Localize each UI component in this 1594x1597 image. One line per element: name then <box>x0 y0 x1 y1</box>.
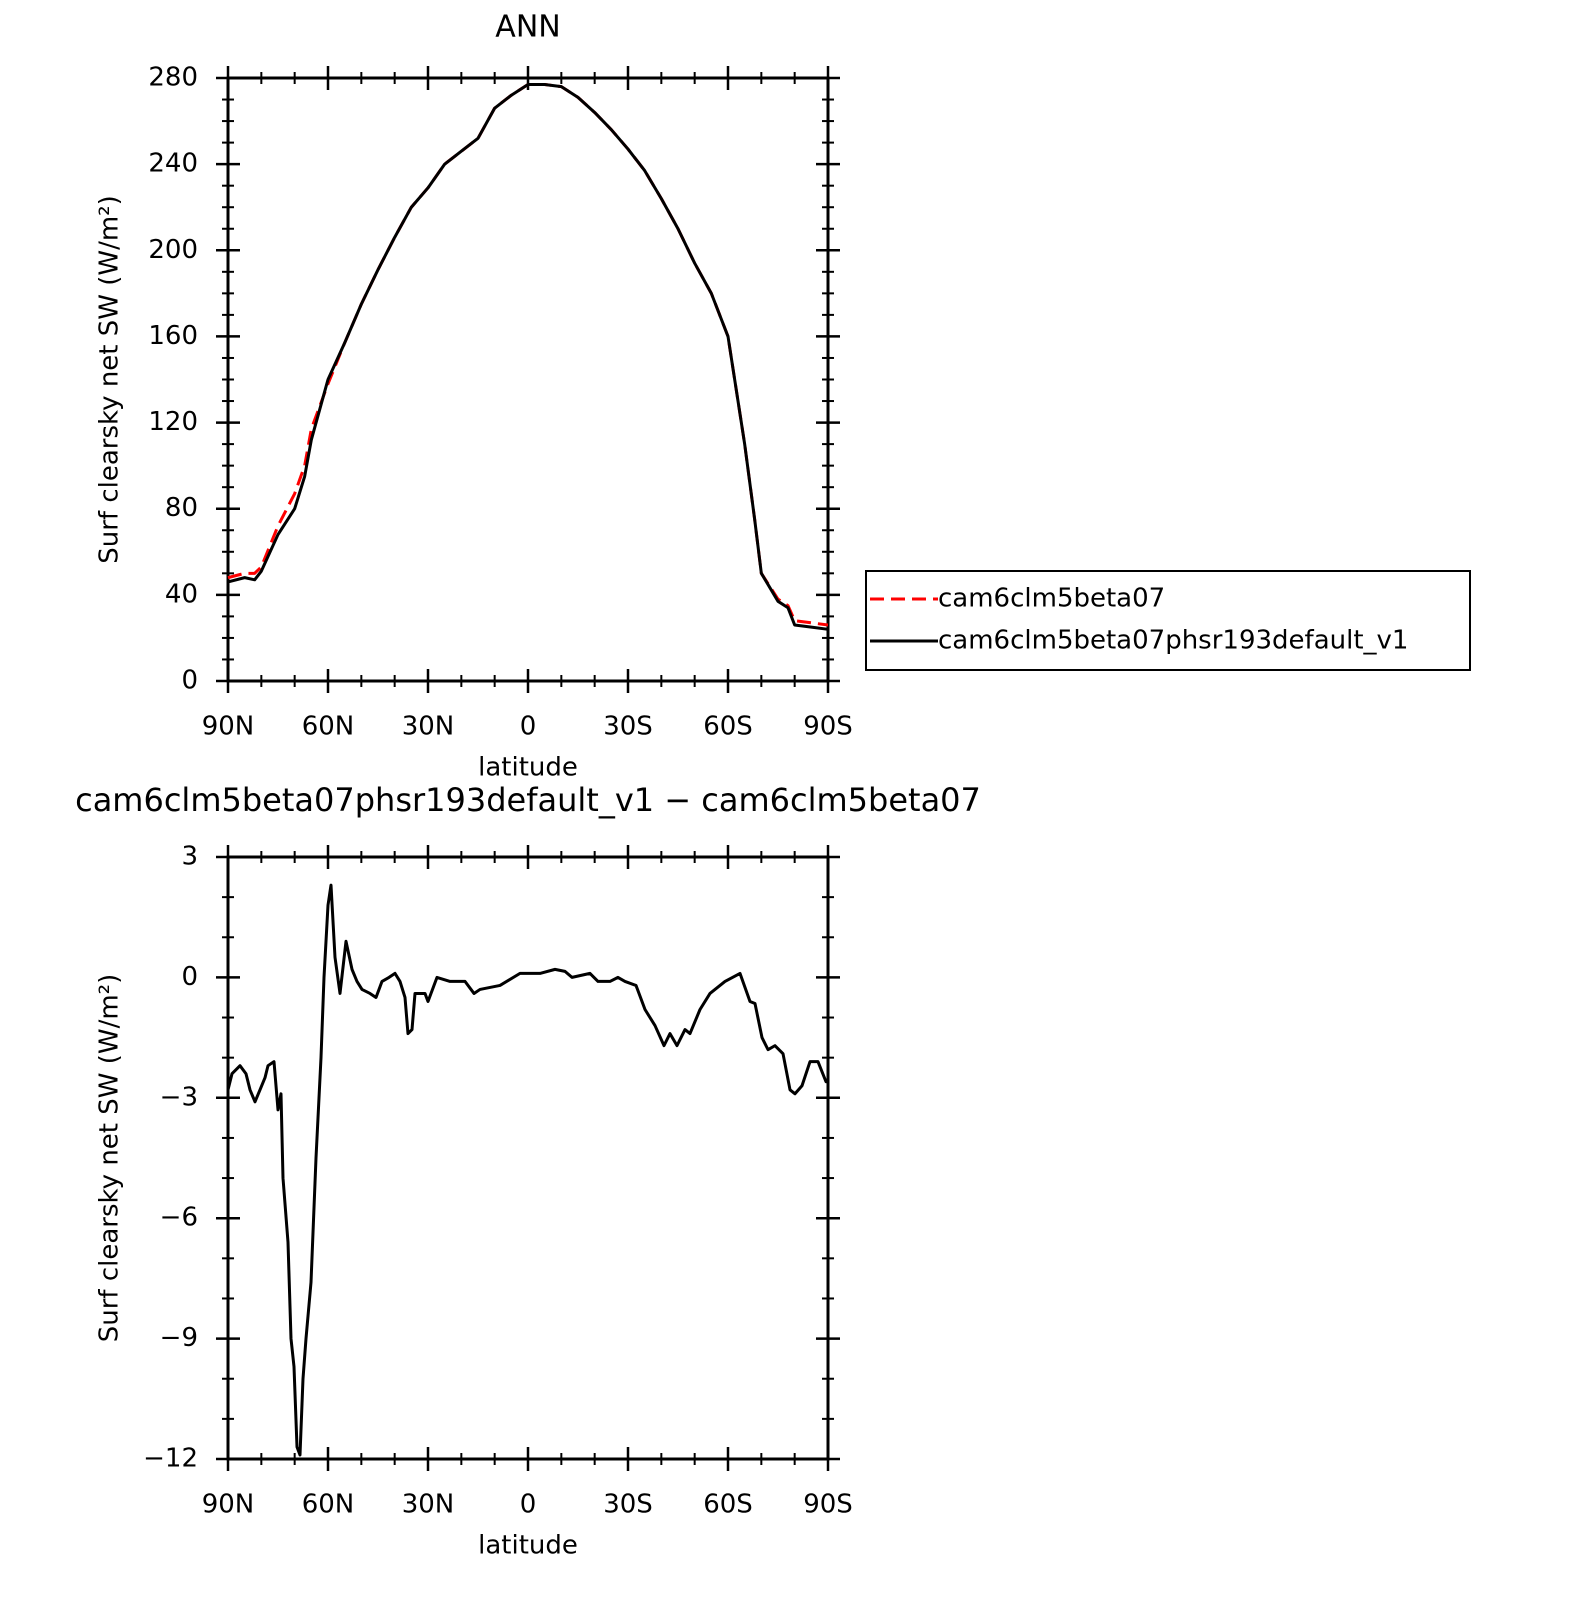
x-tick-label: 90S <box>803 1490 853 1520</box>
y-tick-label: 240 <box>148 149 198 179</box>
legend-label: cam6clm5beta07phsr193default_v1 <box>938 626 1408 656</box>
x-tick-label: 90S <box>803 712 853 742</box>
x-tick-label: 0 <box>520 712 537 742</box>
y-tick-label: −12 <box>143 1444 198 1474</box>
y-tick-label: 3 <box>181 842 198 872</box>
y-tick-label: 280 <box>148 63 198 93</box>
y-tick-label: 40 <box>165 579 198 609</box>
x-tick-label: 90N <box>202 1490 255 1520</box>
x-tick-label: 30N <box>402 1490 455 1520</box>
x-axis-label: latitude <box>478 1531 578 1561</box>
y-tick-label: 0 <box>181 666 198 696</box>
legend-box <box>865 570 1471 671</box>
y-tick-label: 200 <box>148 235 198 265</box>
x-tick-label: 30N <box>402 712 455 742</box>
data-line <box>227 82 829 631</box>
plot-frame <box>226 76 830 683</box>
y-tick-label: −6 <box>160 1203 198 1233</box>
y-tick-label: 80 <box>165 493 198 523</box>
y-tick-label: 120 <box>148 407 198 437</box>
x-tick-label: 60S <box>703 712 753 742</box>
x-tick-label: 90N <box>202 712 255 742</box>
x-tick-label: 30S <box>603 712 653 742</box>
data-line <box>227 82 829 627</box>
plot-frame <box>226 855 830 1461</box>
chart-title: ANN <box>495 10 560 45</box>
x-tick-label: 60S <box>703 1490 753 1520</box>
y-axis-label: Surf clearsky net SW (W/m²) <box>95 974 125 1342</box>
y-tick-label: 0 <box>181 962 198 992</box>
x-tick-label: 60N <box>302 712 355 742</box>
chart-title: cam6clm5beta07phsr193default_v1 − cam6cl… <box>75 781 981 819</box>
data-line <box>226 883 828 1457</box>
y-tick-label: −9 <box>160 1323 198 1353</box>
x-tick-label: 60N <box>302 1490 355 1520</box>
x-axis-label: latitude <box>478 753 578 783</box>
y-tick-label: 160 <box>148 321 198 351</box>
legend-label: cam6clm5beta07 <box>938 584 1165 614</box>
y-tick-label: −3 <box>160 1082 198 1112</box>
x-tick-label: 30S <box>603 1490 653 1520</box>
x-tick-label: 0 <box>520 1490 537 1520</box>
y-axis-label: Surf clearsky net SW (W/m²) <box>95 195 125 563</box>
